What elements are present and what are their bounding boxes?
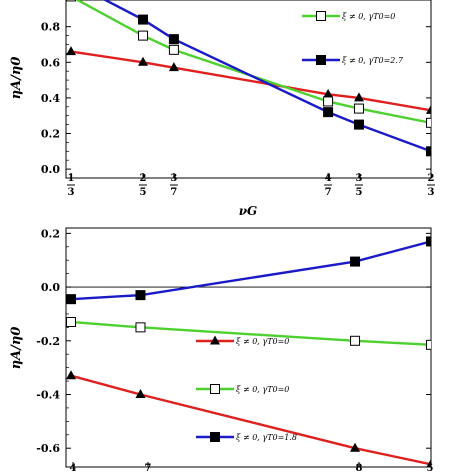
data-point-open-square xyxy=(138,30,149,41)
y-tick-label: -0.4 xyxy=(36,388,60,401)
x-tick-label: 4 xyxy=(325,173,332,184)
x-tick-label: 4 xyxy=(70,463,77,474)
data-point-triangle xyxy=(168,62,179,72)
data-point-open-square xyxy=(66,316,76,327)
y-tick-label: 0.4 xyxy=(41,92,60,105)
data-point-triangle xyxy=(323,88,334,98)
series-line xyxy=(70,320,431,347)
x-tick-label: 2 xyxy=(140,173,147,184)
x-tick-label: 7 xyxy=(145,463,152,474)
x-tick-label: 7 xyxy=(170,187,177,198)
x-axis-label: νG xyxy=(239,204,258,218)
data-point-filled-square xyxy=(168,34,179,45)
data-point-filled-square xyxy=(426,236,431,247)
data-point-open-square xyxy=(350,335,361,346)
legend-label: ξ ≠ 0, γT0=0 xyxy=(236,385,289,394)
y-tick-label: -0.6 xyxy=(36,442,60,455)
data-point-filled-square xyxy=(135,290,146,301)
series-1 xyxy=(66,370,431,467)
x-tick-label: 5 xyxy=(140,187,147,198)
y-axis-label: ηA/η0 xyxy=(9,327,24,370)
data-point-open-square xyxy=(210,384,220,394)
chart-panel-1: 0.0 0.2 0.4 0.6 0.8 1 3 2 5 3 7 4 7 3 5 2 3 ηA/η0 νG ξ ≠ 0,… xyxy=(9,0,435,218)
series-line xyxy=(102,0,431,153)
y-tick-label: 0.0 xyxy=(41,281,60,294)
legend-label: ξ ≠ 0, γT0=1.8 xyxy=(236,433,297,442)
legend-label: ξ ≠ 0, γT0=2.7 xyxy=(342,56,404,65)
y-axis-label: ηA/η0 xyxy=(9,57,24,100)
data-point-filled-square xyxy=(426,146,431,157)
data-point-triangle xyxy=(66,46,76,56)
data-point-open-square xyxy=(323,96,334,107)
x-tick-label: 1 xyxy=(68,173,75,184)
series-1 xyxy=(66,46,431,114)
data-point-open-square xyxy=(426,339,431,350)
y-tick-label: 0.0 xyxy=(41,163,60,176)
data-point-filled-square xyxy=(350,256,361,267)
y-tick-label: -0.2 xyxy=(36,335,60,348)
series-3 xyxy=(102,0,431,157)
data-point-triangle xyxy=(135,388,146,398)
series-line xyxy=(70,240,431,301)
x-tick-label: 7 xyxy=(325,187,332,198)
x-tick-label: 5 xyxy=(427,463,434,474)
y-tick-label: 0.2 xyxy=(41,227,60,240)
x-tick-label: 2 xyxy=(428,173,435,184)
data-point-triangle xyxy=(426,104,431,114)
plot-frame xyxy=(65,0,432,179)
x-tick-label: 5 xyxy=(355,187,362,198)
series-3 xyxy=(66,236,431,305)
y-tick-label: 0.6 xyxy=(41,56,60,69)
data-point-filled-square xyxy=(210,432,220,442)
x-tick-label: 8 xyxy=(356,463,363,474)
data-point-triangle xyxy=(210,335,220,345)
series-line xyxy=(70,50,431,112)
data-point-filled-square xyxy=(353,119,364,130)
data-point-triangle xyxy=(350,442,361,452)
data-point-open-square xyxy=(168,44,179,55)
x-tick-label: 3 xyxy=(170,173,177,184)
data-point-open-square xyxy=(66,0,76,2)
data-point-open-square xyxy=(135,322,146,333)
y-tick-label: 0.2 xyxy=(41,128,60,141)
series-line xyxy=(70,374,431,466)
x-tick-label: 3 xyxy=(428,187,435,198)
chart-panel-2: -0.6 -0.4 -0.2 0.0 0.2 4 7 8 5 ηA/η0 ξ ≠ 0, γT0=0 ξ… xyxy=(9,227,434,474)
legend-label: ξ ≠ 0, γT0=0 xyxy=(342,12,395,21)
data-point-open-square xyxy=(353,103,364,114)
legend-label: ξ ≠ 0, γT0=0 xyxy=(236,337,289,346)
data-point-filled-square xyxy=(138,14,149,25)
data-point-open-square xyxy=(426,117,431,128)
data-point-triangle xyxy=(138,56,149,66)
y-tick-label: 0.8 xyxy=(41,21,60,34)
plot-frame xyxy=(65,227,432,468)
data-point-filled-square xyxy=(316,55,326,65)
data-point-filled-square xyxy=(66,294,76,305)
series-2 xyxy=(66,316,431,350)
data-point-triangle xyxy=(353,92,364,102)
x-tick-label: 3 xyxy=(68,187,75,198)
data-point-triangle xyxy=(66,370,76,380)
data-point-open-square xyxy=(316,11,326,21)
x-tick-label: 3 xyxy=(355,173,362,184)
data-point-triangle xyxy=(426,458,431,467)
data-point-filled-square xyxy=(323,107,334,118)
